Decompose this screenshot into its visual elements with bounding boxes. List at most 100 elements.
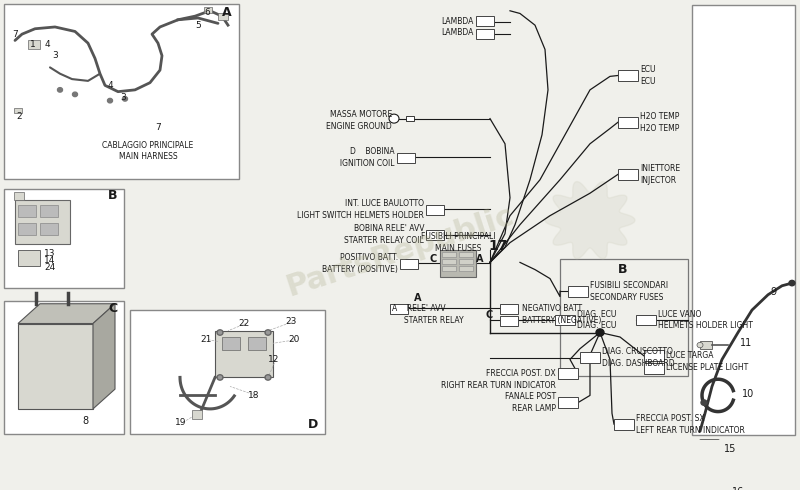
Bar bbox=[18, 223, 36, 236]
Text: 12: 12 bbox=[268, 355, 279, 364]
Circle shape bbox=[58, 88, 62, 92]
Bar bbox=[406, 116, 414, 122]
Bar bbox=[18, 250, 40, 266]
Text: 23: 23 bbox=[285, 317, 296, 326]
Circle shape bbox=[217, 375, 223, 380]
Bar bbox=[500, 304, 518, 314]
Text: FANALE POST
REAR LAMP: FANALE POST REAR LAMP bbox=[505, 392, 556, 413]
Text: D    BOBINA
     IGNITION COIL: D BOBINA IGNITION COIL bbox=[329, 147, 395, 168]
Bar bbox=[14, 108, 22, 113]
Bar bbox=[18, 205, 36, 218]
Bar bbox=[459, 266, 473, 271]
Text: 21: 21 bbox=[200, 335, 211, 344]
Text: 8: 8 bbox=[82, 416, 88, 426]
Text: 5: 5 bbox=[195, 21, 201, 30]
Bar bbox=[400, 259, 418, 269]
Bar bbox=[18, 323, 93, 409]
Bar bbox=[476, 16, 494, 26]
Text: CABLAGGIO PRINCIPALE
MAIN HARNESS: CABLAGGIO PRINCIPALE MAIN HARNESS bbox=[102, 141, 194, 161]
Text: POSITIVO BATT.
BATTERY (POSITIVE): POSITIVO BATT. BATTERY (POSITIVE) bbox=[322, 253, 398, 274]
Bar bbox=[614, 419, 634, 430]
Bar bbox=[644, 363, 664, 374]
Text: D: D bbox=[308, 417, 318, 431]
Bar bbox=[476, 29, 494, 39]
Bar bbox=[459, 252, 473, 257]
Text: LAMBDA
LAMBDA: LAMBDA LAMBDA bbox=[442, 17, 474, 37]
Text: H2O TEMP
H2O TEMP: H2O TEMP H2O TEMP bbox=[640, 112, 679, 133]
Text: 20: 20 bbox=[288, 335, 299, 344]
Text: INT. LUCE BAULOTTO
LIGHT SWITCH HELMETS HOLDER: INT. LUCE BAULOTTO LIGHT SWITCH HELMETS … bbox=[297, 199, 424, 220]
Circle shape bbox=[107, 98, 113, 103]
Text: A    RELE' AVV
     STARTER RELAY: A RELE' AVV STARTER RELAY bbox=[392, 304, 464, 325]
Bar bbox=[215, 331, 273, 377]
Polygon shape bbox=[545, 182, 635, 259]
Text: 17: 17 bbox=[488, 239, 507, 253]
Text: 10: 10 bbox=[742, 389, 754, 398]
Text: 4: 4 bbox=[45, 41, 50, 49]
Bar bbox=[440, 250, 476, 277]
Bar bbox=[555, 315, 575, 325]
Bar bbox=[390, 304, 408, 314]
Bar bbox=[28, 41, 40, 49]
Text: LUCE VANO
HELMETS HOLDER LIGHT: LUCE VANO HELMETS HOLDER LIGHT bbox=[658, 310, 753, 330]
Text: A: A bbox=[476, 254, 483, 264]
Bar bbox=[442, 266, 456, 271]
Text: C: C bbox=[486, 310, 494, 319]
Text: 3: 3 bbox=[120, 93, 126, 101]
Text: FRECCIA POST. DX
RIGHT REAR TURN INDICATOR: FRECCIA POST. DX RIGHT REAR TURN INDICAT… bbox=[441, 369, 556, 390]
Text: 14: 14 bbox=[44, 256, 55, 265]
Bar bbox=[644, 350, 664, 361]
Text: 7: 7 bbox=[12, 30, 18, 39]
Circle shape bbox=[265, 330, 271, 335]
Text: 1: 1 bbox=[30, 41, 36, 49]
Text: 4: 4 bbox=[108, 81, 114, 90]
Circle shape bbox=[266, 331, 270, 334]
Text: INIETTORE
INJECTOR: INIETTORE INJECTOR bbox=[640, 164, 680, 185]
Text: 19: 19 bbox=[175, 418, 186, 427]
Circle shape bbox=[217, 330, 223, 335]
Circle shape bbox=[218, 331, 222, 334]
Text: 15: 15 bbox=[724, 444, 736, 454]
Bar bbox=[560, 259, 688, 376]
Circle shape bbox=[389, 114, 399, 123]
Bar bbox=[204, 7, 212, 13]
Text: 11: 11 bbox=[740, 338, 752, 348]
Bar bbox=[222, 337, 240, 349]
Bar bbox=[442, 252, 456, 257]
Bar bbox=[192, 410, 202, 419]
Bar bbox=[568, 286, 588, 296]
Text: LUCE TARGA
LICENSE PLATE LIGHT: LUCE TARGA LICENSE PLATE LIGHT bbox=[666, 351, 748, 371]
Text: 13: 13 bbox=[44, 249, 55, 258]
Text: 7: 7 bbox=[155, 123, 161, 132]
Bar bbox=[40, 223, 58, 236]
Bar bbox=[618, 117, 638, 127]
Circle shape bbox=[218, 376, 222, 379]
Text: A: A bbox=[414, 294, 422, 303]
Text: 22: 22 bbox=[238, 319, 250, 328]
Bar bbox=[40, 205, 58, 218]
Text: C: C bbox=[108, 302, 117, 315]
Circle shape bbox=[73, 92, 78, 97]
Polygon shape bbox=[18, 304, 115, 323]
Bar bbox=[426, 230, 444, 240]
Text: ECU
ECU: ECU ECU bbox=[640, 65, 655, 86]
Bar bbox=[426, 205, 444, 215]
Bar bbox=[14, 192, 24, 199]
Bar bbox=[442, 259, 456, 264]
Polygon shape bbox=[93, 304, 115, 409]
Text: FUSIBILI SECONDARI
SECONDARY FUSES: FUSIBILI SECONDARI SECONDARY FUSES bbox=[590, 281, 668, 301]
Circle shape bbox=[265, 375, 271, 380]
Text: 24: 24 bbox=[44, 263, 55, 272]
Circle shape bbox=[697, 343, 703, 348]
Bar bbox=[4, 301, 124, 434]
Text: 3: 3 bbox=[52, 51, 58, 60]
Bar bbox=[700, 342, 712, 349]
Bar bbox=[397, 153, 415, 163]
Text: 18: 18 bbox=[248, 391, 259, 400]
Bar bbox=[459, 259, 473, 264]
Circle shape bbox=[789, 280, 795, 286]
Text: DIAG. ECU
DIAG. ECU: DIAG. ECU DIAG. ECU bbox=[577, 310, 616, 330]
Bar bbox=[500, 317, 518, 326]
Text: B: B bbox=[618, 263, 627, 276]
Bar bbox=[618, 70, 638, 81]
